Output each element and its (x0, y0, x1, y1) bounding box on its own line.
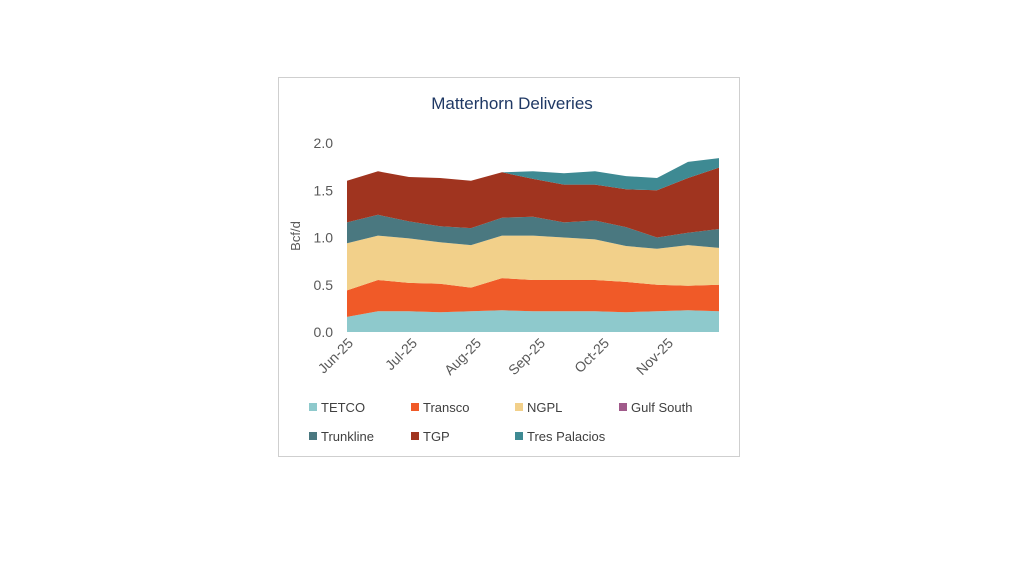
legend-swatch (515, 403, 523, 411)
legend-swatch (309, 432, 317, 440)
area-series-group (347, 158, 719, 332)
legend-swatch (309, 403, 317, 411)
legend-item-transco: Transco (411, 400, 469, 415)
y-tick-label: 0.0 (314, 324, 334, 340)
area-trunkline (347, 214, 719, 249)
legend-label: Trunkline (321, 429, 374, 444)
area-tetco (347, 310, 719, 332)
legend-label: Transco (423, 400, 469, 415)
legend-swatch (515, 432, 523, 440)
y-tick-group: 0.0 0.5 1.0 1.5 2.0 (314, 135, 334, 340)
x-tick-label: Sep-25 (505, 335, 548, 378)
x-tick-label: Aug-25 (441, 335, 484, 378)
area-tgp (347, 167, 719, 238)
x-tick-label: Jun-25 (315, 335, 357, 377)
legend-item-tetco: TETCO (309, 400, 365, 415)
legend-item-gulf-south: Gulf South (619, 400, 692, 415)
legend-item-ngpl: NGPL (515, 400, 562, 415)
legend-item-trunkline: Trunkline (309, 429, 374, 444)
y-axis-label: Bcf/d (288, 221, 303, 251)
chart-svg: Matterhorn Deliveries 0.0 0.5 1.0 1.5 2.0 Ju… (288, 94, 719, 444)
legend-item-tgp: TGP (411, 429, 450, 444)
y-tick-label: 1.0 (314, 230, 334, 246)
x-tick-group: Jun-25 Jul-25 Aug-25 Sep-25 Oct-25 Nov-25 (315, 335, 677, 378)
legend: TETCO Transco NGPL Gulf South Trunkline TGP Tr… (309, 400, 692, 444)
chart-title: Matterhorn Deliveries (431, 94, 593, 113)
x-tick-label: Oct-25 (571, 335, 612, 376)
legend-label: TGP (423, 429, 450, 444)
legend-item-tres-palacios: Tres Palacios (515, 429, 606, 444)
y-tick-label: 0.5 (314, 277, 334, 293)
legend-label: TETCO (321, 400, 365, 415)
legend-label: Gulf South (631, 400, 692, 415)
area-transco (347, 278, 719, 317)
area-ngpl (347, 235, 719, 291)
x-tick-label: Jul-25 (382, 335, 420, 373)
legend-swatch (411, 403, 419, 411)
legend-label: NGPL (527, 400, 562, 415)
legend-swatch (411, 432, 419, 440)
chart-container: Matterhorn Deliveries 0.0 0.5 1.0 1.5 2.0 Ju… (278, 77, 740, 457)
y-tick-label: 1.5 (314, 182, 334, 198)
area-tres-palacios (347, 158, 719, 191)
x-tick-label: Nov-25 (633, 335, 676, 378)
legend-label: Tres Palacios (527, 429, 606, 444)
legend-swatch (619, 403, 627, 411)
y-tick-label: 2.0 (314, 135, 334, 151)
